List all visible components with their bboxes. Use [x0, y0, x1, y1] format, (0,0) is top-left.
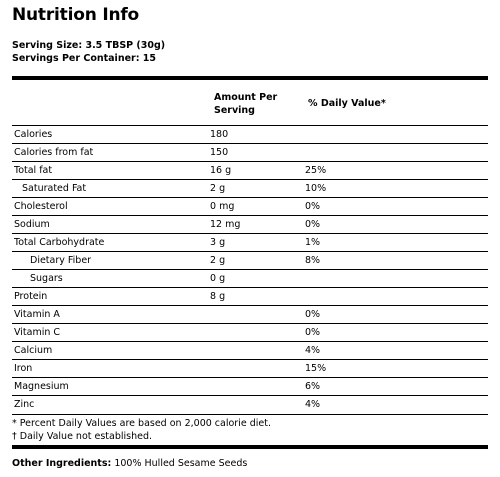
nutrient-name: Vitamin A [14, 309, 60, 320]
nutrient-amount: 12 mg [210, 219, 241, 230]
nutrient-daily-value: 1% [305, 237, 321, 248]
nutrient-daily-value: 4% [305, 345, 321, 356]
nutrient-name: Calcium [14, 345, 53, 356]
nutrient-daily-value: 0% [305, 201, 321, 212]
table-row: Saturated Fat 2 g 10% [12, 179, 488, 197]
table-row: Sodium 12 mg 0% [12, 215, 488, 233]
table-row: Total Carbohydrate 3 g 1% [12, 233, 488, 251]
nutrient-amount: 150 [210, 147, 229, 158]
divider-table-bottom [12, 414, 488, 415]
nutrient-daily-value: 8% [305, 255, 321, 266]
nutrient-name: Calories [14, 129, 53, 140]
nutrient-name: Zinc [14, 399, 35, 410]
other-ingredients: Other Ingredients: 100% Hulled Sesame Se… [12, 458, 247, 469]
table-row: Calories 180 [12, 125, 488, 143]
nutrient-daily-value: 6% [305, 381, 321, 392]
table-row: Dietary Fiber 2 g 8% [12, 251, 488, 269]
table-row: Magnesium 6% [12, 377, 488, 395]
header-amount-line2: Serving [214, 105, 255, 116]
nutrient-name: Magnesium [14, 381, 69, 392]
nutrient-amount: 0 mg [210, 201, 235, 212]
nutrient-name: Sodium [14, 219, 50, 230]
divider-thick-top [12, 76, 488, 80]
serving-info: Serving Size: 3.5 TBSP (30g) Servings Pe… [12, 39, 165, 65]
nutrient-name: Total fat [14, 165, 53, 176]
table-row: Vitamin A 0% [12, 305, 488, 323]
footnote-not-established: † Daily Value not established. [12, 431, 153, 442]
nutrition-table: Calories 180 Calories from fat 150 Total fat… [12, 125, 488, 413]
nutrient-amount: 8 g [210, 291, 226, 302]
table-row: Calories from fat 150 [12, 143, 488, 161]
nutrient-daily-value: 4% [305, 399, 321, 410]
nutrient-name: Dietary Fiber [30, 255, 92, 266]
nutrient-daily-value: 0% [305, 309, 321, 320]
table-row: Sugars 0 g [12, 269, 488, 287]
nutrient-daily-value: 0% [305, 219, 321, 230]
nutrient-amount: 180 [210, 129, 229, 140]
table-row: Iron 15% [12, 359, 488, 377]
nutrient-name: Iron [14, 363, 33, 374]
nutrient-name: Sugars [30, 273, 63, 284]
footnote-percent-daily: * Percent Daily Values are based on 2,00… [12, 418, 271, 429]
nutrient-daily-value: 25% [305, 165, 327, 176]
nutrient-amount: 2 g [210, 255, 226, 266]
table-row: Vitamin C 0% [12, 323, 488, 341]
nutrient-name: Saturated Fat [22, 183, 87, 194]
nutrient-name: Protein [14, 291, 48, 302]
nutrient-name: Total Carbohydrate [14, 237, 105, 248]
table-row: Calcium 4% [12, 341, 488, 359]
table-row: Protein 8 g [12, 287, 488, 305]
nutrient-amount: 0 g [210, 273, 226, 284]
nutrient-amount: 2 g [210, 183, 226, 194]
table-row: Total fat 16 g 25% [12, 161, 488, 179]
table-row: Zinc 4% [12, 395, 488, 413]
other-ingredients-value: 100% Hulled Sesame Seeds [111, 458, 248, 469]
nutrient-daily-value: 0% [305, 327, 321, 338]
header-daily-value: % Daily Value* [308, 98, 386, 109]
divider-thick-bottom [12, 445, 488, 449]
serving-size: Serving Size: 3.5 TBSP (30g) [12, 40, 166, 51]
page-title: Nutrition Info [12, 5, 140, 25]
footnotes: * Percent Daily Values are based on 2,00… [12, 417, 271, 443]
nutrient-name: Cholesterol [14, 201, 68, 212]
nutrient-amount: 16 g [210, 165, 232, 176]
nutrient-daily-value: 10% [305, 183, 327, 194]
nutrient-name: Calories from fat [14, 147, 94, 158]
table-row: Cholesterol 0 mg 0% [12, 197, 488, 215]
header-amount-per-serving: Amount Per Serving [214, 91, 277, 117]
header-amount-line1: Amount Per [214, 92, 278, 103]
nutrient-daily-value: 15% [305, 363, 327, 374]
nutrient-name: Vitamin C [14, 327, 61, 338]
servings-per-container: Servings Per Container: 15 [12, 53, 157, 64]
other-ingredients-label: Other Ingredients: [12, 458, 112, 469]
nutrient-amount: 3 g [210, 237, 226, 248]
